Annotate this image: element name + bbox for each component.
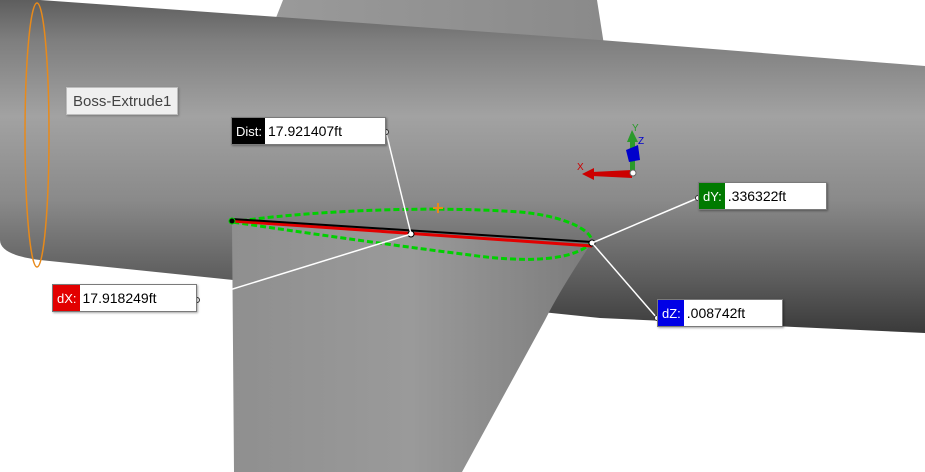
feature-name-tooltip: Boss-Extrude1 — [66, 87, 179, 115]
dx-label: dX: — [53, 285, 80, 311]
dz-label: dZ: — [658, 300, 684, 326]
measure-start-point[interactable] — [228, 217, 236, 225]
fuselage-body[interactable] — [0, 0, 925, 333]
triad-z-label: Z — [638, 136, 645, 147]
sketch-profile-circle[interactable] — [24, 2, 50, 268]
triad-x-label: X — [577, 162, 584, 173]
dz-value: .008742ft — [683, 300, 782, 326]
dx-callout[interactable]: dX: 17.918249ft — [52, 284, 197, 312]
distance-value: 17.921407ft — [265, 118, 385, 144]
dy-value: .336322ft — [724, 183, 826, 209]
dy-callout[interactable]: dY: .336322ft — [698, 182, 827, 210]
distance-label: Dist: — [232, 118, 265, 144]
triad-y-label: Y — [632, 123, 639, 134]
leader-lines — [196, 131, 699, 319]
lower-fin-body[interactable] — [232, 222, 590, 472]
dy-label: dY: — [699, 183, 725, 209]
reference-triad-icon — [582, 130, 640, 180]
distance-callout[interactable]: Dist: 17.921407ft — [231, 117, 386, 145]
center-marker-icon — [433, 203, 443, 213]
dist-measure-line — [231, 218, 593, 243]
dz-callout[interactable]: dZ: .008742ft — [657, 299, 783, 327]
dx-value: 17.918249ft — [79, 285, 196, 311]
